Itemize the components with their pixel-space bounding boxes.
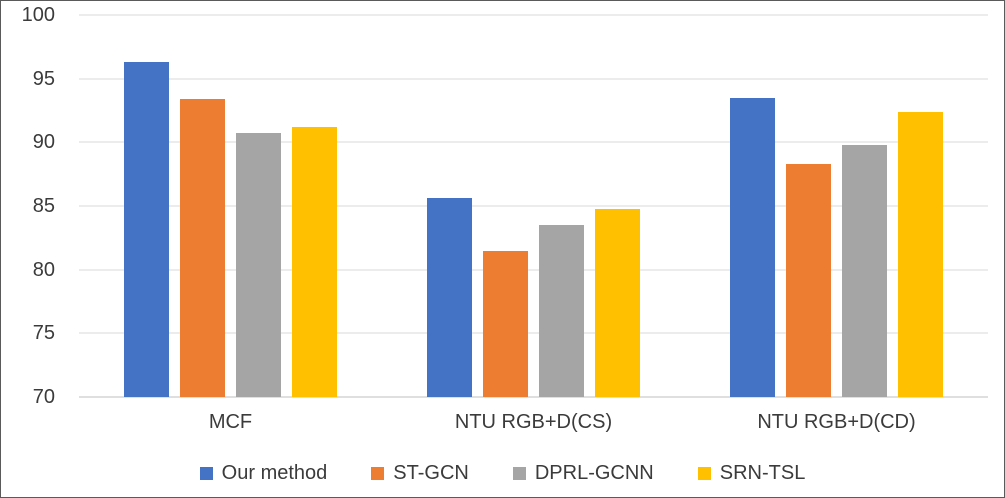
legend-swatch-srn-tsl [697,466,711,480]
bar-dprl-gcnn-mcf [236,133,281,397]
legend-swatch-our-method [199,466,213,480]
gridline-75 [79,332,988,334]
legend-label-srn-tsl: SRN-TSL [719,462,806,484]
gridline-70 [79,396,988,398]
bar-st-gcn-mcf [180,99,225,397]
gridline-100 [79,14,988,16]
y-tick-label-75: 75 [32,322,55,345]
bar-dprl-gcnn-ntu-rgb-d-cd [842,144,887,397]
x-tick-label-ntu-rgb-d-cs: NTU RGB+D(CS) [454,411,613,433]
gridline-90 [79,141,988,143]
legend-label-our-method: Our method [221,462,328,484]
bar-our-method-ntu-rgb-d-cd [730,97,775,397]
x-tick-label-ntu-rgb-d-cd: NTU RGB+D(CD) [757,411,916,433]
bar-st-gcn-ntu-rgb-d-cd [786,163,831,397]
bar-group-ntu-rgb-d-cs [382,15,685,397]
bar-our-method-mcf [124,62,169,397]
y-tick-label-95: 95 [32,67,55,90]
bar-group-ntu-rgb-d-cd [685,15,988,397]
y-tick-label-80: 80 [32,258,55,281]
bar-dprl-gcnn-ntu-rgb-d-cs [539,225,584,397]
legend-item-dprl-gcnn: DPRL-GCNN [512,462,654,484]
bar-srn-tsl-ntu-rgb-d-cs [595,208,640,397]
bar-group-mcf [79,15,382,397]
legend-label-dprl-gcnn: DPRL-GCNN [534,462,654,484]
legend-item-st-gcn: ST-GCN [371,463,469,483]
y-tick-label-90: 90 [32,131,55,154]
legend-label-st-gcn: ST-GCN [393,462,469,484]
y-tick-label-70: 70 [32,386,55,408]
y-tick-label-100: 100 [21,4,55,26]
bar-srn-tsl-ntu-rgb-d-cd [898,111,943,397]
bar-srn-tsl-mcf [292,127,337,397]
x-tick-label-mcf: MCF [208,411,253,433]
legend-item-srn-tsl: SRN-TSL [697,462,806,484]
gridline-80 [79,269,988,271]
plot-area [79,14,988,398]
legend: Our method ST-GCN DPRL-GCNN SRN-TSL [1,463,1004,483]
x-axis: MCF NTU RGB+D(CS) NTU RGB+D(CD) [79,411,988,434]
legend-swatch-st-gcn [371,466,385,480]
legend-item-our-method: Our method [199,462,328,484]
gridline-95 [79,78,988,80]
gridline-85 [79,205,988,207]
bar-groups [79,15,988,397]
bar-st-gcn-ntu-rgb-d-cs [483,250,528,397]
legend-swatch-dprl-gcnn [512,466,526,480]
bar-our-method-ntu-rgb-d-cs [427,198,472,397]
y-axis: 70 75 80 85 90 95 100 [1,5,69,407]
y-tick-label-85: 85 [32,195,55,217]
